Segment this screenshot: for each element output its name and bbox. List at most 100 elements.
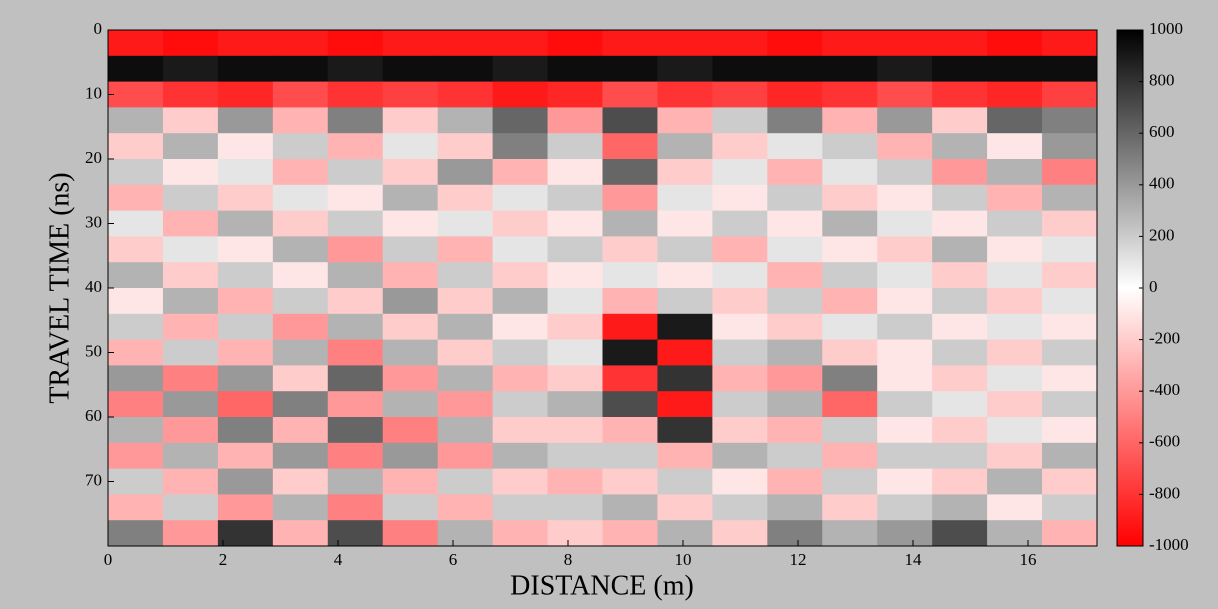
heatmap-cell <box>602 184 658 212</box>
heatmap-cell <box>712 365 768 392</box>
heatmap-cell <box>327 468 384 495</box>
heatmap-cell <box>162 184 219 212</box>
heatmap-cell <box>657 391 713 418</box>
heatmap-cell <box>767 107 823 134</box>
heatmap-cell <box>217 442 274 470</box>
y-tick-label: 20 <box>85 148 102 167</box>
heatmap-cell <box>877 417 933 444</box>
heatmap-cell <box>327 159 384 186</box>
heatmap-cell <box>712 262 768 289</box>
heatmap-cell <box>272 468 329 495</box>
heatmap-cell <box>657 494 713 521</box>
heatmap-cell <box>657 30 713 57</box>
heatmap-cell <box>987 520 1043 547</box>
heatmap-cell <box>547 133 603 160</box>
heatmap-cell <box>987 30 1043 57</box>
heatmap-cell <box>602 442 658 470</box>
heatmap-cell <box>602 159 658 186</box>
heatmap-cell <box>327 494 384 521</box>
x-tick-label: 0 <box>104 550 113 569</box>
heatmap-cell <box>162 339 219 366</box>
heatmap-cell <box>987 288 1043 315</box>
heatmap-cell <box>877 210 933 237</box>
heatmap-cell <box>108 442 164 470</box>
heatmap <box>108 30 1098 547</box>
colorbar-tick-label: 400 <box>1149 174 1175 193</box>
heatmap-cell <box>1042 520 1098 547</box>
heatmap-cell <box>932 184 988 212</box>
heatmap-cell <box>547 468 603 495</box>
heatmap-cell <box>162 262 219 289</box>
heatmap-cell <box>987 107 1043 134</box>
heatmap-cell <box>162 81 219 108</box>
heatmap-cell <box>767 30 823 57</box>
heatmap-cell <box>437 133 494 160</box>
heatmap-cell <box>987 339 1043 366</box>
heatmap-cell <box>217 81 274 108</box>
heatmap-cell <box>492 313 549 341</box>
heatmap-cell <box>162 520 219 547</box>
x-tick-label: 4 <box>334 550 343 569</box>
heatmap-cell <box>272 313 329 341</box>
heatmap-cell <box>712 107 768 134</box>
heatmap-cell <box>272 159 329 186</box>
heatmap-cell <box>822 55 878 83</box>
heatmap-cell <box>822 210 878 237</box>
y-tick-label: 70 <box>85 470 102 489</box>
heatmap-cell <box>822 30 878 57</box>
heatmap-cell <box>822 159 878 186</box>
heatmap-cell <box>162 442 219 470</box>
heatmap-cell <box>932 288 988 315</box>
heatmap-cell <box>602 288 658 315</box>
y-tick-label: 30 <box>85 212 102 231</box>
heatmap-cell <box>712 339 768 366</box>
heatmap-cell <box>877 236 933 263</box>
heatmap-cell <box>712 391 768 418</box>
heatmap-cell <box>767 159 823 186</box>
heatmap-cell <box>602 468 658 495</box>
heatmap-cell <box>932 468 988 495</box>
heatmap-cell <box>657 288 713 315</box>
heatmap-cell <box>987 184 1043 212</box>
heatmap-cell <box>437 288 494 315</box>
heatmap-cell <box>712 313 768 341</box>
heatmap-cell <box>712 184 768 212</box>
heatmap-cell <box>108 236 164 263</box>
heatmap-cell <box>767 365 823 392</box>
heatmap-cell <box>382 417 439 444</box>
heatmap-cell <box>1042 313 1098 341</box>
heatmap-cell <box>437 442 494 470</box>
colorbar-tick-label: -800 <box>1149 483 1180 502</box>
heatmap-cell <box>492 55 549 83</box>
heatmap-cell <box>767 520 823 547</box>
heatmap-cell <box>327 30 384 57</box>
heatmap-cell <box>767 313 823 341</box>
heatmap-cell <box>932 55 988 83</box>
heatmap-cell <box>217 55 274 83</box>
heatmap-cell <box>382 81 439 108</box>
heatmap-cell <box>712 417 768 444</box>
heatmap-cell <box>932 339 988 366</box>
heatmap-cell <box>162 159 219 186</box>
heatmap-cell <box>547 107 603 134</box>
heatmap-cell <box>1042 184 1098 212</box>
heatmap-cell <box>272 30 329 57</box>
heatmap-cell <box>327 391 384 418</box>
heatmap-cell <box>712 442 768 470</box>
colorbar-tick-label: -400 <box>1149 380 1180 399</box>
heatmap-cell <box>492 184 549 212</box>
heatmap-cell <box>217 262 274 289</box>
heatmap-cell <box>712 468 768 495</box>
heatmap-cell <box>217 210 274 237</box>
heatmap-cell <box>437 184 494 212</box>
heatmap-cell <box>932 417 988 444</box>
heatmap-cell <box>272 365 329 392</box>
heatmap-cell <box>492 159 549 186</box>
heatmap-cell <box>382 288 439 315</box>
heatmap-cell <box>492 133 549 160</box>
heatmap-cell <box>657 133 713 160</box>
heatmap-cell <box>932 210 988 237</box>
heatmap-cell <box>437 365 494 392</box>
heatmap-cell <box>272 262 329 289</box>
